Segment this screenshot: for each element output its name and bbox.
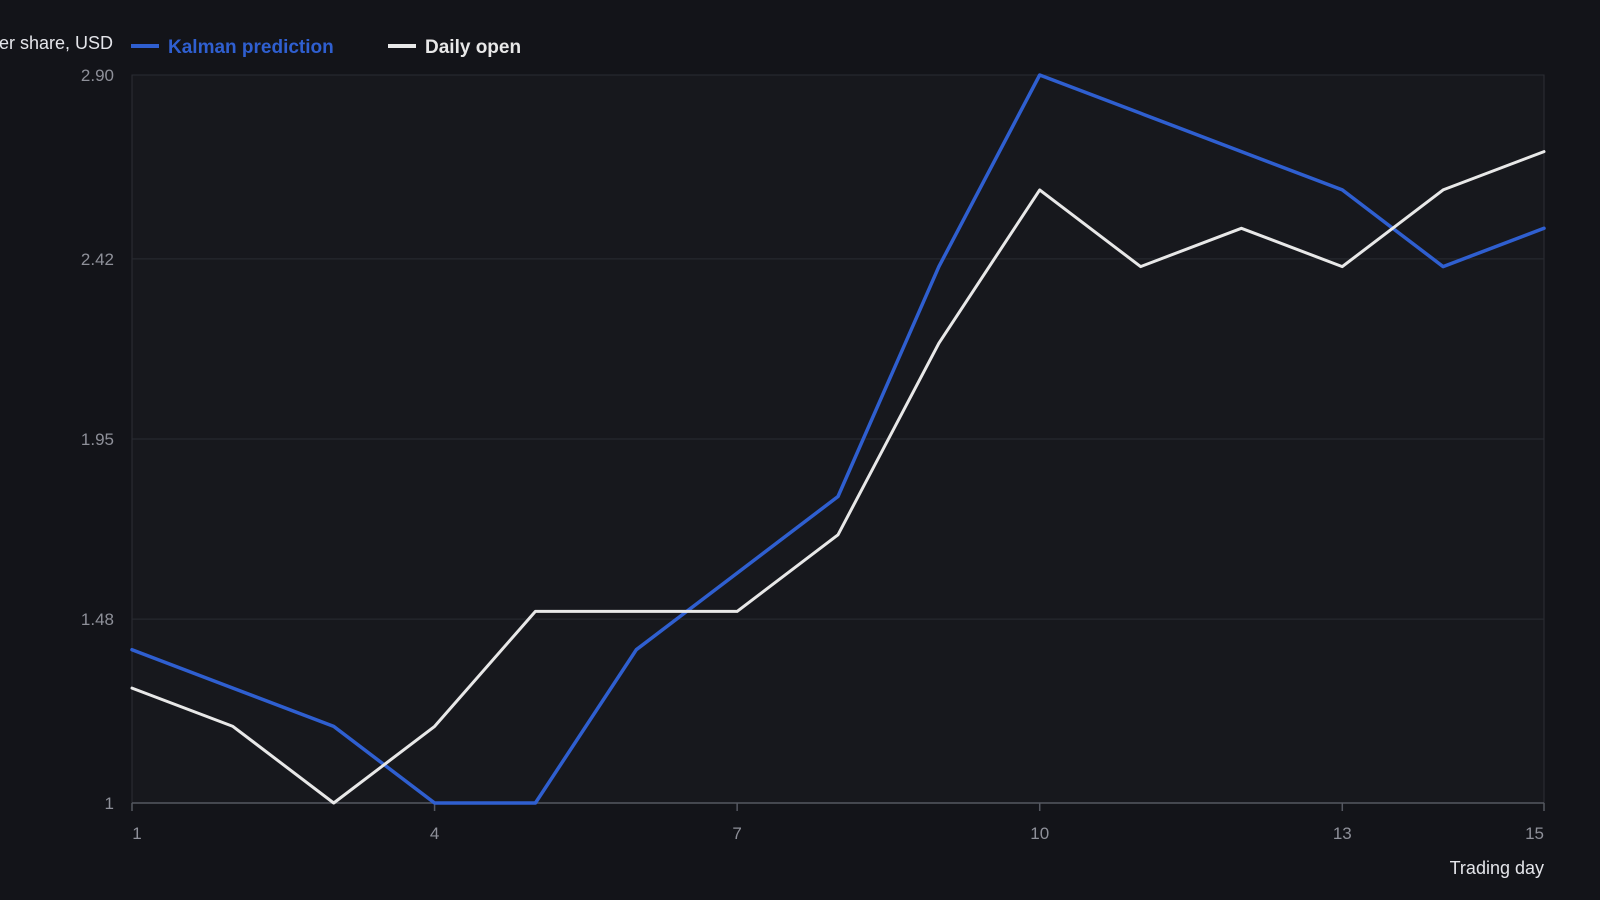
gridlines (131, 74, 1545, 804)
series-line-daily-open (130, 150, 1546, 805)
legend-label: Daily open (425, 37, 521, 58)
x-tick-label: 10 (1030, 824, 1049, 843)
y-tick-label: 2.90 (81, 66, 114, 85)
y-tick-label: 1.48 (81, 610, 114, 629)
x-tick-label: 15 (1525, 824, 1544, 843)
y-tick-label: 1 (105, 794, 114, 813)
x-tick-label: 4 (430, 824, 439, 843)
x-tick-label: 7 (732, 824, 741, 843)
series-line-kalman-prediction (130, 73, 1546, 805)
x-axis-title: Trading day (1450, 858, 1544, 878)
x-tick-label: 1 (132, 824, 141, 843)
y-axis-title: er share, USD (0, 33, 113, 53)
legend: Kalman prediction Daily open (131, 37, 521, 58)
series-lines (130, 73, 1546, 805)
x-tick-label: 13 (1333, 824, 1352, 843)
legend-label: Kalman prediction (168, 37, 334, 58)
y-tick-label: 1.95 (81, 430, 114, 449)
axes: 1 1.48 1.95 2.42 2.90 1 4 7 10 13 15 (81, 66, 1545, 843)
y-tick-label: 2.42 (81, 250, 114, 269)
